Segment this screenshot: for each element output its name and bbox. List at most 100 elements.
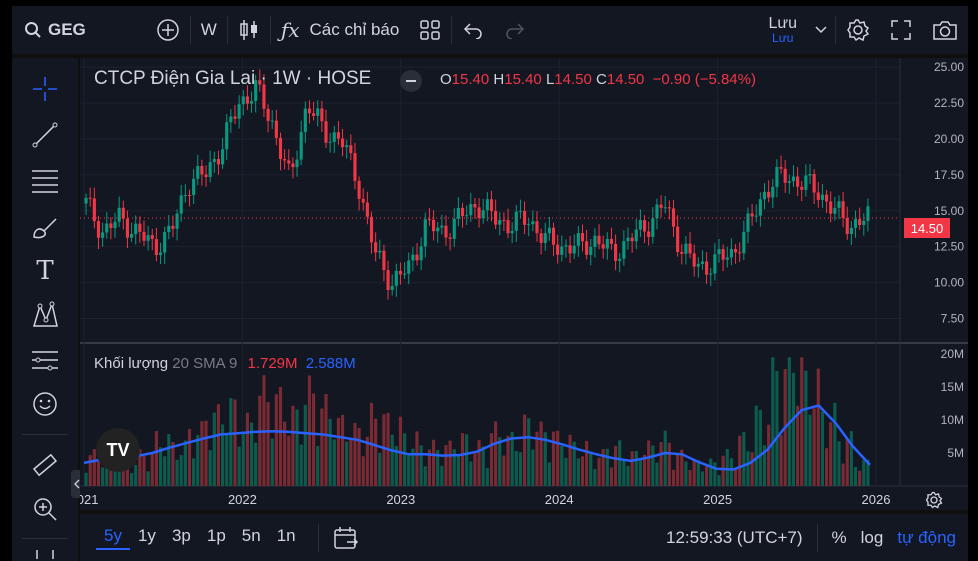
range-button-1p[interactable]: 1p bbox=[206, 525, 226, 545]
volume-bar bbox=[92, 449, 96, 486]
candle-body bbox=[485, 199, 489, 211]
divider bbox=[835, 16, 836, 44]
candle-body bbox=[382, 250, 386, 271]
candle-body bbox=[125, 218, 130, 238]
candle-body bbox=[150, 235, 154, 240]
forecast-tool[interactable] bbox=[30, 345, 60, 375]
emoji-tool[interactable] bbox=[30, 389, 60, 419]
volume-bar bbox=[597, 457, 601, 486]
compare-button[interactable] bbox=[96, 6, 190, 54]
candle-body bbox=[249, 100, 254, 104]
volume-bar bbox=[473, 453, 477, 486]
price-axis-label: 25.00 bbox=[934, 60, 964, 74]
volume-bar bbox=[349, 438, 353, 486]
volume-bar bbox=[237, 446, 241, 486]
volume-bar bbox=[733, 468, 738, 486]
brush-icon bbox=[33, 218, 57, 239]
screenshot-button[interactable] bbox=[922, 6, 968, 54]
text-tool[interactable]: T bbox=[30, 256, 60, 286]
more-tool[interactable] bbox=[30, 550, 60, 561]
redo-button[interactable] bbox=[494, 6, 536, 54]
volume-sma-line bbox=[83, 404, 871, 471]
range-button-1n[interactable]: 1n bbox=[276, 525, 296, 545]
fib-tool[interactable] bbox=[30, 166, 60, 196]
settings-button[interactable] bbox=[836, 6, 880, 54]
candle-body bbox=[221, 149, 225, 165]
timezone-button[interactable]: 12:59:33 (UTC+7) bbox=[665, 527, 803, 547]
range-button-3p[interactable]: 3p bbox=[171, 525, 191, 545]
volume-bar bbox=[225, 433, 229, 486]
log-toggle[interactable]: log bbox=[860, 527, 884, 547]
candle-body bbox=[274, 120, 278, 138]
candle-body bbox=[105, 223, 109, 233]
fullscreen-icon bbox=[891, 20, 911, 40]
candle-body bbox=[680, 251, 684, 254]
volume-bar bbox=[241, 434, 245, 486]
divider bbox=[451, 16, 453, 44]
gear-icon bbox=[847, 19, 870, 42]
undo-button[interactable] bbox=[452, 6, 494, 54]
crosshair-tool[interactable] bbox=[30, 74, 60, 104]
candle-body bbox=[651, 218, 655, 237]
candle-body bbox=[262, 84, 266, 109]
range-button-5y[interactable]: 5y bbox=[96, 526, 130, 550]
save-button[interactable]: Lưu Lưu bbox=[758, 6, 807, 54]
axis-settings-button[interactable] bbox=[922, 488, 946, 512]
text-icon: T bbox=[36, 256, 54, 286]
volume-bar bbox=[146, 471, 150, 486]
volume-bar bbox=[663, 430, 667, 486]
volume-bar bbox=[208, 450, 212, 486]
indicators-label: Các chỉ báo bbox=[309, 20, 400, 39]
candle-body bbox=[254, 80, 258, 101]
volume-bar bbox=[527, 418, 531, 486]
candle-body bbox=[245, 96, 249, 104]
legend-toggle-button[interactable] bbox=[400, 70, 422, 92]
volume-bar bbox=[696, 460, 700, 486]
candle-body bbox=[324, 121, 328, 143]
chart-pane[interactable]: 25.00 22.50 20.00 17.50 15.00 12.50 10.00 7.50 2… bbox=[80, 58, 968, 510]
date-range-button[interactable] bbox=[333, 526, 359, 550]
candle-body bbox=[746, 213, 750, 232]
save-dropdown[interactable] bbox=[807, 6, 835, 54]
indicators-button[interactable]: ƒx Các chỉ báo bbox=[271, 6, 409, 54]
candle-body bbox=[630, 237, 634, 242]
zoom-tool[interactable] bbox=[30, 494, 60, 524]
percent-toggle[interactable]: % bbox=[831, 527, 847, 547]
volume-bar bbox=[84, 472, 88, 486]
volume-bar bbox=[775, 371, 779, 486]
volume-bar bbox=[324, 394, 328, 486]
symbol-search[interactable]: GEG bbox=[12, 6, 96, 54]
fullscreen-button[interactable] bbox=[880, 6, 922, 54]
volume-axis-label: 10M bbox=[941, 413, 964, 427]
volume-bar bbox=[585, 440, 589, 486]
auto-scale-toggle[interactable]: tự động bbox=[897, 527, 956, 547]
volume-bar bbox=[179, 455, 183, 486]
candle-body bbox=[750, 213, 754, 217]
minus-icon bbox=[406, 80, 416, 82]
volume-bar bbox=[506, 435, 510, 486]
candle-body bbox=[374, 242, 378, 253]
brush-tool[interactable] bbox=[30, 212, 60, 242]
volume-bar bbox=[671, 469, 676, 486]
trendline-tool[interactable] bbox=[30, 120, 60, 150]
interval-button[interactable]: W bbox=[191, 6, 227, 54]
volume-bar bbox=[729, 458, 733, 486]
candle-body bbox=[762, 191, 767, 200]
candle-body bbox=[642, 220, 647, 232]
pattern-tool[interactable] bbox=[30, 300, 60, 330]
horizontal-lines-icon bbox=[32, 170, 58, 193]
chart-type-button[interactable] bbox=[228, 6, 270, 54]
redo-icon bbox=[506, 23, 525, 39]
candle-body bbox=[345, 145, 349, 148]
layouts-button[interactable] bbox=[409, 6, 451, 54]
tradingview-logo[interactable]: TV bbox=[96, 428, 140, 472]
chart-canvas[interactable]: 25.00 22.50 20.00 17.50 15.00 12.50 10.00 7.50 2… bbox=[80, 58, 968, 510]
volume-bar bbox=[543, 432, 547, 486]
ruler-tool[interactable] bbox=[30, 450, 60, 480]
candle-body bbox=[158, 252, 163, 256]
range-button-1y[interactable]: 1y bbox=[137, 525, 156, 545]
range-button-5n[interactable]: 5n bbox=[241, 525, 261, 545]
candle-body bbox=[134, 223, 138, 235]
candle-body bbox=[431, 219, 436, 232]
volume-bar bbox=[800, 357, 804, 486]
